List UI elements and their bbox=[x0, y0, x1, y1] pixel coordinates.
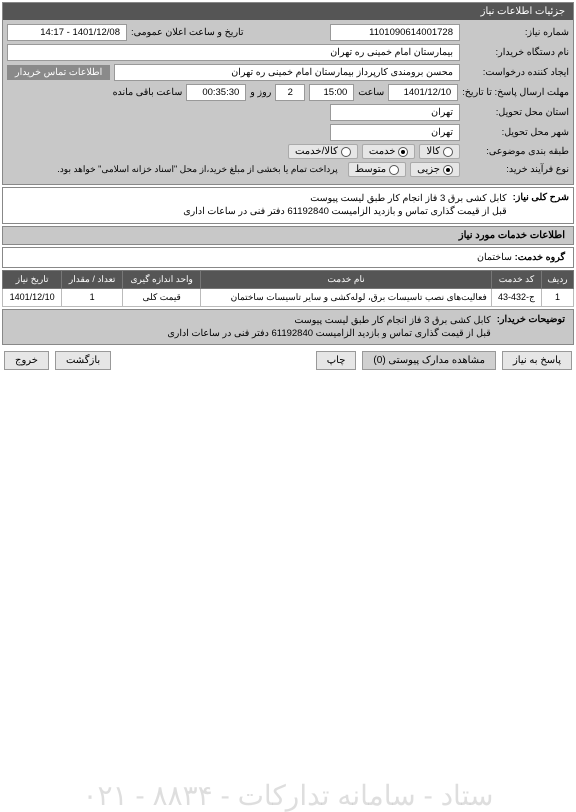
buyer-notes-text: کابل کشی برق 3 فاز انجام کار طبق لیست پی… bbox=[167, 314, 490, 341]
process-note: پرداخت تمام یا بخشی از مبلغ خرید،از محل … bbox=[51, 162, 343, 177]
contact-info-button[interactable]: اطلاعات تماس خریدار bbox=[7, 65, 110, 80]
value-requester: محسن برومندی کارپرداز بیمارستان امام خمی… bbox=[114, 64, 460, 81]
radio-dot-minor bbox=[443, 165, 453, 175]
th-code: کد خدمت bbox=[491, 270, 541, 288]
label-subject-class: طبقه بندی موضوعی: bbox=[464, 146, 569, 157]
radio-label-goods: کالا bbox=[426, 146, 440, 157]
value-need-number: 1101090614001728 bbox=[330, 24, 460, 41]
radio-label-service: خدمت bbox=[369, 146, 396, 157]
label-group-service: گروه خدمت: bbox=[515, 252, 565, 263]
label-requester: ایجاد کننده درخواست: bbox=[464, 67, 569, 78]
print-button[interactable]: چاپ bbox=[316, 351, 357, 370]
th-qty: تعداد / مقدار bbox=[62, 270, 123, 288]
td-qty: 1 bbox=[62, 288, 123, 306]
watermark-text: ستاد - سامانه تدارکات - ۸۸۳۴ - ۰۲۱ bbox=[0, 779, 576, 812]
label-buyer-notes: توضیحات خریدار: bbox=[497, 314, 565, 341]
th-unit: واحد اندازه گیری bbox=[123, 270, 201, 288]
td-code: ج-432-43 bbox=[491, 288, 541, 306]
group-service-row: گروه خدمت: ساختمان bbox=[2, 247, 574, 268]
radio-dot-goods-service bbox=[341, 147, 351, 157]
td-name: فعالیت‌های نصب تاسیسات برق، لوله‌کشی و س… bbox=[201, 288, 492, 306]
back-button[interactable]: بازگشت bbox=[55, 351, 111, 370]
th-row: ردیف bbox=[542, 270, 574, 288]
general-desc-text: کابل کشی برق 3 فاز انجام کار طبق لیست پی… bbox=[183, 192, 506, 219]
desc1-line2: قبل از قیمت گذاری تماس و بازدید الزامیست… bbox=[183, 205, 506, 218]
td-unit: قیمت کلی bbox=[123, 288, 201, 306]
buyer-notes-box: توضیحات خریدار: کابل کشی برق 3 فاز انجام… bbox=[2, 309, 574, 346]
radio-label-medium: متوسط bbox=[355, 164, 386, 175]
label-need-number: شماره نیاز: bbox=[464, 27, 569, 38]
th-name: نام خدمت bbox=[201, 270, 492, 288]
radio-dot-medium bbox=[389, 165, 399, 175]
label-buyer-org: نام دستگاه خریدار: bbox=[464, 47, 569, 58]
radio-label-goods-service: کالا/خدمت bbox=[295, 146, 338, 157]
reply-button[interactable]: پاسخ به نیاز bbox=[502, 351, 572, 370]
label-remain: ساعت باقی مانده bbox=[113, 87, 183, 98]
value-announce: 1401/12/08 - 14:17 bbox=[7, 24, 127, 41]
value-city: تهران bbox=[330, 124, 460, 141]
radio-goods-service[interactable]: کالا/خدمت bbox=[288, 144, 358, 159]
value-deadline-remain: 00:35:30 bbox=[186, 84, 246, 101]
desc2-line2: قبل از قیمت گذاری تماس و بازدید الزامیست… bbox=[167, 327, 490, 340]
services-header: اطلاعات خدمات مورد نیاز bbox=[2, 226, 574, 245]
label-announce: تاریخ و ساعت اعلان عمومی: bbox=[131, 27, 244, 38]
radio-dot-goods bbox=[443, 147, 453, 157]
radio-minor[interactable]: جزیی bbox=[410, 162, 460, 177]
radio-label-minor: جزیی bbox=[417, 164, 440, 175]
label-deadline-days: روز و bbox=[250, 87, 271, 98]
services-table: ردیف کد خدمت نام خدمت واحد اندازه گیری ت… bbox=[2, 270, 574, 307]
radio-goods[interactable]: کالا bbox=[419, 144, 460, 159]
services-table-wrap: ردیف کد خدمت نام خدمت واحد اندازه گیری ت… bbox=[2, 270, 574, 307]
attachments-button[interactable]: مشاهده مدارک پیوستی (0) bbox=[362, 351, 496, 370]
radio-service[interactable]: خدمت bbox=[362, 144, 416, 159]
label-deadline-time: ساعت bbox=[358, 87, 384, 98]
value-province: تهران bbox=[330, 104, 460, 121]
desc1-line1: کابل کشی برق 3 فاز انجام کار طبق لیست پی… bbox=[183, 192, 506, 205]
form-area: شماره نیاز: 1101090614001728 تاریخ و ساع… bbox=[3, 20, 573, 184]
label-city: شهر محل تحویل: bbox=[464, 127, 569, 138]
value-deadline-date: 1401/12/10 bbox=[388, 84, 458, 101]
table-row: 1 ج-432-43 فعالیت‌های نصب تاسیسات برق، ل… bbox=[3, 288, 574, 306]
th-date: تاریخ نیاز bbox=[3, 270, 62, 288]
label-province: استان محل تحویل: bbox=[464, 107, 569, 118]
value-deadline-time: 15:00 bbox=[309, 84, 354, 101]
radio-dot-service bbox=[398, 147, 408, 157]
general-desc-box: شرح کلی نیاز: کابل کشی برق 3 فاز انجام ک… bbox=[2, 187, 574, 224]
label-process-type: نوع فرآیند خرید: bbox=[464, 164, 569, 175]
value-group-service: ساختمان bbox=[477, 252, 512, 263]
label-general-desc: شرح کلی نیاز: bbox=[513, 192, 569, 219]
section-header-details: جزئیات اطلاعات نیاز bbox=[3, 3, 573, 20]
value-deadline-days: 2 bbox=[275, 84, 305, 101]
value-buyer-org: بیمارستان امام خمینی ره تهران bbox=[7, 44, 460, 61]
radio-medium[interactable]: متوسط bbox=[348, 162, 406, 177]
label-deadline: مهلت ارسال پاسخ: تا تاریخ: bbox=[462, 87, 569, 98]
desc2-line1: کابل کشی برق 3 فاز انجام کار طبق لیست پی… bbox=[167, 314, 490, 327]
td-row: 1 bbox=[542, 288, 574, 306]
td-date: 1401/12/10 bbox=[3, 288, 62, 306]
footer-bar: پاسخ به نیاز مشاهده مدارک پیوستی (0) چاپ… bbox=[0, 347, 576, 374]
exit-button[interactable]: خروج bbox=[4, 351, 49, 370]
